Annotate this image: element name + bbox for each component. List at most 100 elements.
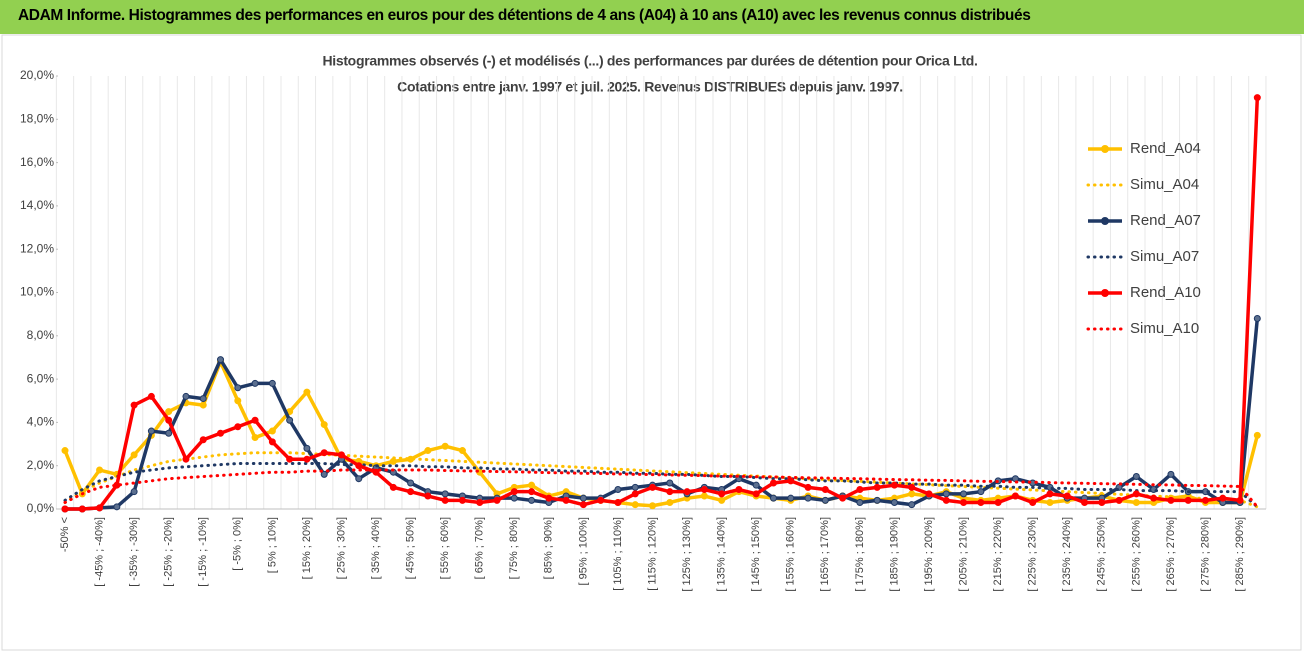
data-point: [1167, 496, 1175, 504]
data-point: [890, 481, 898, 489]
x-tick-label: [ 155% ; 160%]: [785, 517, 797, 592]
data-point: [251, 379, 259, 387]
y-tick-label: 10,0%: [20, 285, 54, 299]
data-point: [165, 408, 173, 416]
y-tick-label: 0,0%: [27, 501, 55, 515]
series-line: [65, 97, 1260, 511]
data-point: [199, 436, 207, 444]
data-point: [286, 455, 294, 463]
data-point: [718, 496, 726, 504]
data-point: [718, 490, 726, 498]
chart-border: [1, 34, 1302, 651]
data-point: [787, 494, 795, 502]
data-point: [407, 479, 415, 487]
y-tick-label: 6,0%: [27, 371, 55, 385]
data-point: [303, 388, 311, 396]
data-point: [769, 494, 777, 502]
x-tick-label: [ 225% ; 230%]: [1027, 517, 1039, 592]
data-point: [528, 481, 536, 489]
data-point: [217, 429, 225, 437]
data-point: [476, 499, 484, 507]
x-tick-label: [ 185% ; 190%]: [888, 517, 900, 592]
data-point: [130, 488, 138, 496]
data-point: [147, 392, 155, 400]
x-tick-label: [ 255% ; 260%]: [1130, 517, 1142, 592]
x-tick-label: [ 75% ; 80%]: [508, 517, 520, 579]
data-point: [528, 488, 536, 496]
data-point: [61, 505, 69, 513]
data-point: [683, 488, 691, 496]
data-point: [545, 494, 553, 502]
data-point: [1046, 499, 1054, 507]
y-tick-label: 14,0%: [20, 198, 54, 212]
data-point: [441, 496, 449, 504]
data-point: [856, 486, 864, 494]
data-point: [666, 479, 674, 487]
data-point: [1236, 496, 1244, 504]
legend-label: Simu_A07: [1130, 248, 1199, 265]
data-point: [908, 501, 916, 509]
x-tick-label: [ 265% ; 270%]: [1165, 517, 1177, 592]
data-point: [700, 492, 708, 500]
data-point: [182, 392, 190, 400]
data-point: [649, 483, 657, 491]
y-tick-label: 12,0%: [20, 241, 54, 255]
data-point: [925, 490, 933, 498]
data-point: [389, 483, 397, 491]
legend-label: Rend_A04: [1130, 140, 1201, 157]
data-point: [908, 490, 916, 498]
y-tick-label: 18,0%: [20, 111, 54, 125]
data-point: [839, 494, 847, 502]
data-point: [355, 462, 363, 470]
data-point: [1184, 496, 1192, 504]
data-point: [199, 401, 207, 409]
series-line: [65, 318, 1260, 511]
data-point: [286, 416, 294, 424]
data-point: [165, 429, 173, 437]
data-point: [1115, 496, 1123, 504]
data-point: [320, 470, 328, 478]
x-tick-label: [ 235% ; 240%]: [1061, 517, 1073, 592]
data-point: [424, 447, 432, 455]
data-point: [700, 486, 708, 494]
x-tick-label: [ 95% ; 100%]: [577, 517, 589, 586]
x-tick-label: [ 275% ; 280%]: [1199, 517, 1211, 592]
data-point: [735, 486, 743, 494]
chart: Histogrammes observés (-) et modélisés (…: [1, 34, 1302, 651]
data-point: [217, 356, 225, 364]
data-point: [960, 499, 968, 507]
x-tick-label: [ 145% ; 150%]: [750, 517, 762, 592]
x-tick-label: [ 135% ; 140%]: [716, 517, 728, 592]
x-tick-label: [ -25% ; -20%]: [163, 517, 175, 587]
x-tick-label: [ 105% ; 110%]: [612, 517, 624, 591]
data-point: [441, 442, 449, 450]
legend-label: Simu_A04: [1130, 176, 1199, 193]
data-point: [113, 503, 121, 511]
data-point: [303, 455, 311, 463]
data-point: [1132, 499, 1140, 507]
series-line: [63, 468, 1259, 509]
data-point: [942, 496, 950, 504]
y-tick-label: 16,0%: [20, 155, 54, 169]
data-point: [1063, 492, 1071, 500]
data-point: [182, 455, 190, 463]
legend-marker: [1101, 217, 1109, 225]
legend-marker: [1101, 145, 1109, 153]
legend-label: Simu_A10: [1130, 320, 1199, 337]
x-tick-label: [ 55% ; 60%]: [439, 517, 451, 579]
data-point: [908, 483, 916, 491]
series-line: [63, 462, 1259, 509]
data-point: [873, 496, 881, 504]
data-point: [458, 447, 466, 455]
data-point: [977, 499, 985, 507]
y-tick-label: 8,0%: [27, 328, 55, 342]
data-point: [303, 444, 311, 452]
data-point: [78, 505, 86, 513]
data-point: [493, 496, 501, 504]
x-tick-label: [ 195% ; 200%]: [923, 517, 935, 592]
data-point: [579, 494, 587, 502]
x-tick-label: [ -15% ; -10%]: [197, 517, 209, 587]
data-point: [752, 481, 760, 489]
data-point: [510, 494, 518, 502]
data-point: [199, 395, 207, 403]
